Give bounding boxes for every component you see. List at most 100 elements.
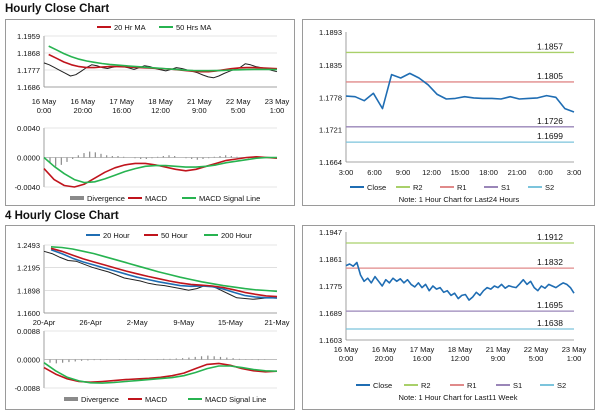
hourly_macd-series-macd [43, 156, 278, 188]
hourly_price-legend-label: 50 Hrs MA [176, 23, 211, 32]
four_hourly_pivot-ytick: 1.1775 [319, 282, 342, 291]
hourly_pivot-xtick: 3:00 [567, 168, 582, 177]
four_hourly_pivot-xtick: 16 May 20:00 [372, 345, 397, 363]
hourly_pivot-level-label-r2: 1.1857 [537, 41, 563, 51]
four_hourly_price-series-200-hour [50, 246, 278, 293]
hourly_macd-series-macd-signal-line [43, 156, 277, 184]
four_hourly_macd-ytick: 0.0000 [17, 356, 40, 365]
hourly_pivot-level-label-s1: 1.1726 [537, 116, 563, 126]
hourly_price-xtick: 21 May 9:00 [187, 97, 212, 115]
four_hourly_pivot-level-label-r2: 1.1912 [537, 232, 563, 242]
hourly_pivot-legend-label: Close [367, 183, 386, 192]
hourly_pivot-legend-label: R2 [413, 183, 423, 192]
hourly_price-ytick: 1.1868 [17, 49, 40, 58]
four_hourly_price-series-50-hour [50, 247, 278, 298]
four_hourly_price-series-price [43, 250, 278, 300]
hourly_price-xtick: 17 May 16:00 [109, 97, 134, 115]
four_hourly_pivot-xtick: 23 May 1:00 [562, 345, 587, 363]
hourly_price-xtick: 16 May 0:00 [32, 97, 57, 115]
hourly_pivot-xtick: 18:00 [479, 168, 498, 177]
four_hourly_pivot-xtick: 22 May 5:00 [524, 345, 549, 363]
hourly_pivot-series-close [345, 72, 575, 113]
four-hourly-pivot-note: Note: 1 Hour Chart for Last11 Week [399, 393, 518, 402]
four_hourly_pivot-ytick: 1.1689 [319, 309, 342, 318]
four_hourly_pivot-level-label-s1: 1.1695 [537, 300, 563, 310]
four_hourly_macd-legend-label: MACD Signal Line [205, 395, 266, 404]
four-hourly-title: 4 Hourly Close Chart [5, 210, 119, 222]
hourly-ma-panel [5, 19, 295, 206]
four_hourly_price-ytick: 1.1898 [17, 286, 40, 295]
hourly_macd-ytick: 0.0000 [17, 154, 40, 163]
four_hourly_macd-legend-label: Divergence [81, 395, 119, 404]
hourly_pivot-xtick: 3:00 [339, 168, 354, 177]
hourly_pivot-xtick: 12:00 [422, 168, 441, 177]
four_hourly_price-xtick: 15-May [218, 318, 243, 327]
four_hourly_pivot-series-close [345, 261, 575, 301]
hourly_pivot-legend-label: S1 [501, 183, 510, 192]
hourly_macd-ytick: 0.0040 [17, 124, 40, 133]
four_hourly_price-legend-label: 20 Hour [103, 231, 130, 240]
four_hourly_price-series-20-hour [50, 249, 277, 299]
hourly_pivot-ytick: 1.1893 [319, 28, 342, 37]
four_hourly_price-ytick: 1.2493 [17, 241, 40, 250]
hourly_pivot-xtick: 15:00 [451, 168, 470, 177]
four_hourly_price-xtick: 21-May [264, 318, 289, 327]
four_hourly_pivot-ytick: 1.1861 [319, 255, 342, 264]
hourly_pivot-xtick: 6:00 [367, 168, 382, 177]
hourly_price-xtick: 18 May 12:00 [148, 97, 173, 115]
four_hourly_macd-ytick: -0.0088 [15, 384, 40, 393]
hourly-pivot-panel [302, 19, 595, 206]
four_hourly_pivot-legend-label: R1 [467, 381, 477, 390]
hourly_price-xtick: 16 May 20:00 [71, 97, 96, 115]
hourly_pivot-ytick: 1.1778 [319, 93, 342, 102]
hourly_pivot-legend-label: R1 [457, 183, 467, 192]
four_hourly_pivot-xtick: 21 May 9:00 [486, 345, 511, 363]
four_hourly_pivot-xtick: 17 May 16:00 [410, 345, 435, 363]
hourly_price-ytick: 1.1777 [17, 66, 40, 75]
four-hourly-pivot-panel [302, 225, 595, 410]
hourly_macd-legend-label: MACD Signal Line [199, 194, 260, 203]
four_hourly_price-ytick: 1.2195 [17, 264, 40, 273]
hourly-pivot-note: Note: 1 Hour Chart for Last24 Hours [399, 195, 520, 204]
hourly_pivot-legend-label: S2 [545, 183, 554, 192]
hourly_price-legend-label: 20 Hr MA [114, 23, 146, 32]
hourly_price-series-50-hrs-ma [48, 45, 278, 72]
four_hourly_pivot-level-label-s2: 1.1638 [537, 318, 563, 328]
four_hourly_macd-ytick: 0.0088 [17, 327, 40, 336]
hourly_pivot-xtick: 21:00 [508, 168, 527, 177]
four_hourly_pivot-legend-label: R2 [421, 381, 431, 390]
four_hourly_macd-series-macd-signal-line [43, 362, 278, 384]
four_hourly_pivot-ytick: 1.1947 [319, 228, 342, 237]
four_hourly_price-xtick: 2-May [127, 318, 148, 327]
hourly_pivot-xtick: 0:00 [538, 168, 553, 177]
hourly_macd-legend-swatch [70, 196, 84, 200]
hourly-title: Hourly Close Chart [5, 3, 110, 15]
four_hourly_pivot-xtick: 18 May 12:00 [448, 345, 473, 363]
hourly_pivot-xtick: 9:00 [396, 168, 411, 177]
four_hourly_pivot-level-label-r1: 1.1832 [537, 257, 563, 267]
four_hourly_macd-legend-label: MACD [145, 395, 168, 404]
four_hourly_price-xtick: 26-Apr [79, 318, 102, 327]
hourly_macd-legend-label: MACD [145, 194, 168, 203]
hourly_macd-legend-label: Divergence [87, 194, 125, 203]
hourly_pivot-level-label-r1: 1.1805 [537, 71, 563, 81]
hourly_pivot-ytick: 1.1835 [319, 61, 342, 70]
four_hourly_price-xtick: 9-May [173, 318, 194, 327]
hourly_pivot-ytick: 1.1664 [319, 158, 342, 167]
hourly_price-xtick: 22 May 5:00 [226, 97, 251, 115]
four_hourly_pivot-legend-label: S2 [557, 381, 566, 390]
four_hourly_price-legend-label: 200 Hour [221, 231, 252, 240]
hourly_pivot-level-label-s2: 1.1699 [537, 131, 563, 141]
four_hourly_pivot-ytick: 1.1603 [319, 336, 342, 345]
hourly_price-ytick: 1.1959 [17, 32, 40, 41]
hourly_macd-ytick: -0.0040 [15, 183, 40, 192]
hourly_price-ytick: 1.1686 [17, 83, 40, 92]
four_hourly_macd-legend-swatch [64, 397, 78, 401]
hourly_price-xtick: 23 May 1:00 [265, 97, 290, 115]
four_hourly_price-xtick: 20-Apr [33, 318, 56, 327]
four_hourly_pivot-legend-label: Close [373, 381, 392, 390]
four_hourly_price-legend-label: 50 Hour [161, 231, 188, 240]
hourly_pivot-ytick: 1.1721 [319, 126, 342, 135]
four_hourly_price-ytick: 1.1600 [17, 309, 40, 318]
